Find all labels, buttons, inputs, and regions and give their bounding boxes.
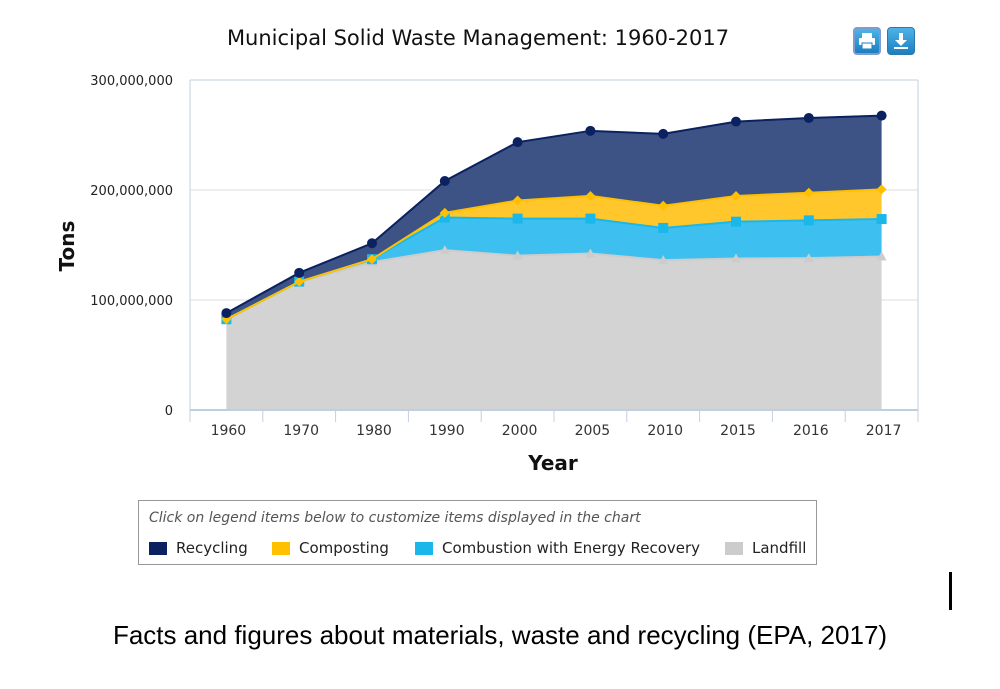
series-line xyxy=(225,188,882,321)
data-point xyxy=(367,238,377,249)
x-tick-label: 2005 xyxy=(575,423,611,439)
data-point xyxy=(512,250,523,260)
data-point xyxy=(876,184,887,195)
data-point xyxy=(221,308,232,319)
area-composting xyxy=(226,189,882,320)
data-point xyxy=(731,216,741,227)
y-tick-label: 100,000,000 xyxy=(90,294,173,309)
data-point xyxy=(585,248,596,258)
data-point xyxy=(585,213,596,224)
legend-swatch xyxy=(725,541,743,555)
legend-label: Combustion with Energy Recovery xyxy=(442,539,701,557)
download-button[interactable] xyxy=(887,27,915,55)
data-point xyxy=(731,253,741,263)
data-point xyxy=(803,112,814,123)
data-point xyxy=(876,110,887,121)
download-icon xyxy=(894,33,908,49)
legend-item-recycling[interactable]: Recycling xyxy=(149,539,248,557)
legend-label: Recycling xyxy=(176,539,248,557)
x-tick-label: 2016 xyxy=(793,423,829,439)
data-point xyxy=(294,276,305,287)
x-tick-label: 1990 xyxy=(429,423,465,439)
area-combustion-with-energy-recovery xyxy=(226,217,882,320)
x-tick-label: 1970 xyxy=(283,423,319,439)
caption: Facts and figures about materials, waste… xyxy=(112,620,888,650)
chart: Municipal Solid Waste Management: 1960-2… xyxy=(55,26,919,475)
y-tick-label: 300,000,000 xyxy=(90,74,173,89)
legend-label: Landfill xyxy=(752,539,807,557)
legend: Click on legend items below to customize… xyxy=(138,500,817,565)
data-point xyxy=(803,187,814,198)
data-point xyxy=(658,255,669,265)
data-point xyxy=(658,222,669,233)
data-point xyxy=(585,190,596,201)
data-point xyxy=(294,267,305,278)
x-tick-label: 2017 xyxy=(866,423,902,439)
legend-swatch xyxy=(415,541,433,555)
text-cursor xyxy=(949,572,952,610)
y-axis-title: Tons xyxy=(55,221,79,272)
legend-hint: Click on legend items below to customize… xyxy=(149,510,641,526)
data-point xyxy=(585,125,596,136)
data-point xyxy=(439,207,450,218)
data-point xyxy=(731,116,741,127)
printer-icon xyxy=(859,33,875,49)
series-line xyxy=(225,114,882,314)
data-point xyxy=(512,213,523,224)
x-tick-label: 1960 xyxy=(211,423,247,439)
series-line xyxy=(225,249,882,321)
print-button[interactable] xyxy=(853,27,881,55)
data-point xyxy=(876,251,887,261)
area-landfill xyxy=(226,250,882,410)
legend-swatch xyxy=(149,541,167,555)
chart-title: Municipal Solid Waste Management: 1960-2… xyxy=(227,26,729,50)
legend-item-combustion[interactable]: Combustion with Energy Recovery xyxy=(415,539,700,557)
x-tick-label: 2010 xyxy=(647,423,683,439)
data-point xyxy=(367,254,377,265)
data-point xyxy=(512,195,523,206)
area-recycling xyxy=(226,115,882,320)
legend-item-composting[interactable]: Composting xyxy=(272,539,389,557)
data-point xyxy=(439,245,450,255)
y-tick-label: 200,000,000 xyxy=(90,184,173,199)
x-axis-title: Year xyxy=(527,451,578,475)
data-point xyxy=(731,190,741,201)
data-point xyxy=(658,128,669,139)
x-tick-label: 2000 xyxy=(502,423,538,439)
data-point xyxy=(439,175,450,186)
data-point xyxy=(803,215,814,226)
data-point xyxy=(658,200,669,211)
x-tick-label: 1980 xyxy=(356,423,392,439)
legend-swatch xyxy=(272,541,290,555)
legend-label: Composting xyxy=(299,539,389,557)
legend-item-landfill[interactable]: Landfill xyxy=(725,539,806,557)
x-tick-label: 2015 xyxy=(720,423,756,439)
data-point xyxy=(512,137,523,148)
y-tick-label: 0 xyxy=(165,404,173,419)
data-point xyxy=(876,214,887,225)
data-point xyxy=(803,253,814,263)
